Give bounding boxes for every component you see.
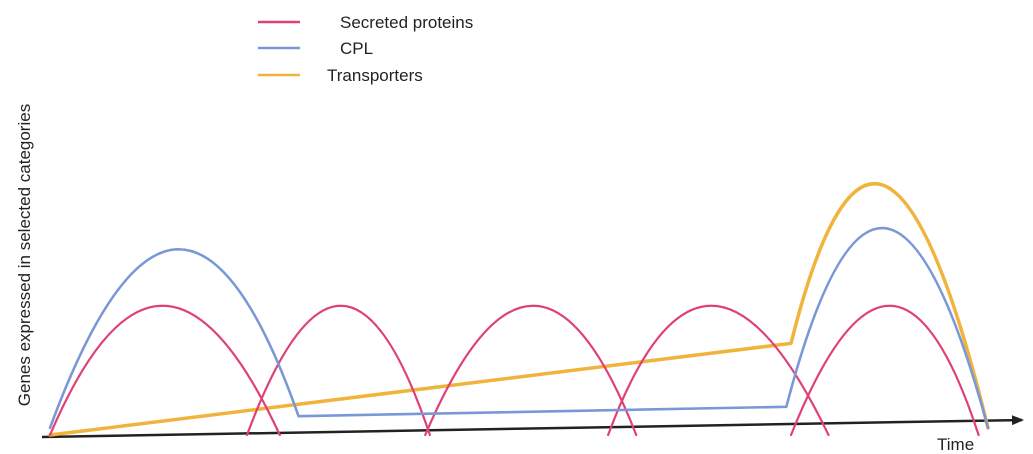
- x-axis-label: Time: [937, 435, 974, 454]
- series-secreted-arc-1: [48, 304, 281, 437]
- legend-label-transporters: Transporters: [327, 66, 423, 85]
- legend: Secreted proteins CPL Transporters: [258, 13, 473, 85]
- series-cpl: [48, 226, 990, 430]
- series-layer: [48, 181, 990, 437]
- legend-label-cpl: CPL: [340, 39, 373, 58]
- series-secreted-arc-5: [789, 304, 980, 437]
- series-secreted-arc-2: [245, 304, 431, 437]
- series-transporters: [48, 181, 990, 437]
- y-axis-label: Genes expressed in selected categories: [15, 104, 34, 406]
- x-axis: [41, 415, 1024, 439]
- legend-label-secreted: Secreted proteins: [340, 13, 473, 32]
- series-secreted-arc-3: [424, 304, 638, 437]
